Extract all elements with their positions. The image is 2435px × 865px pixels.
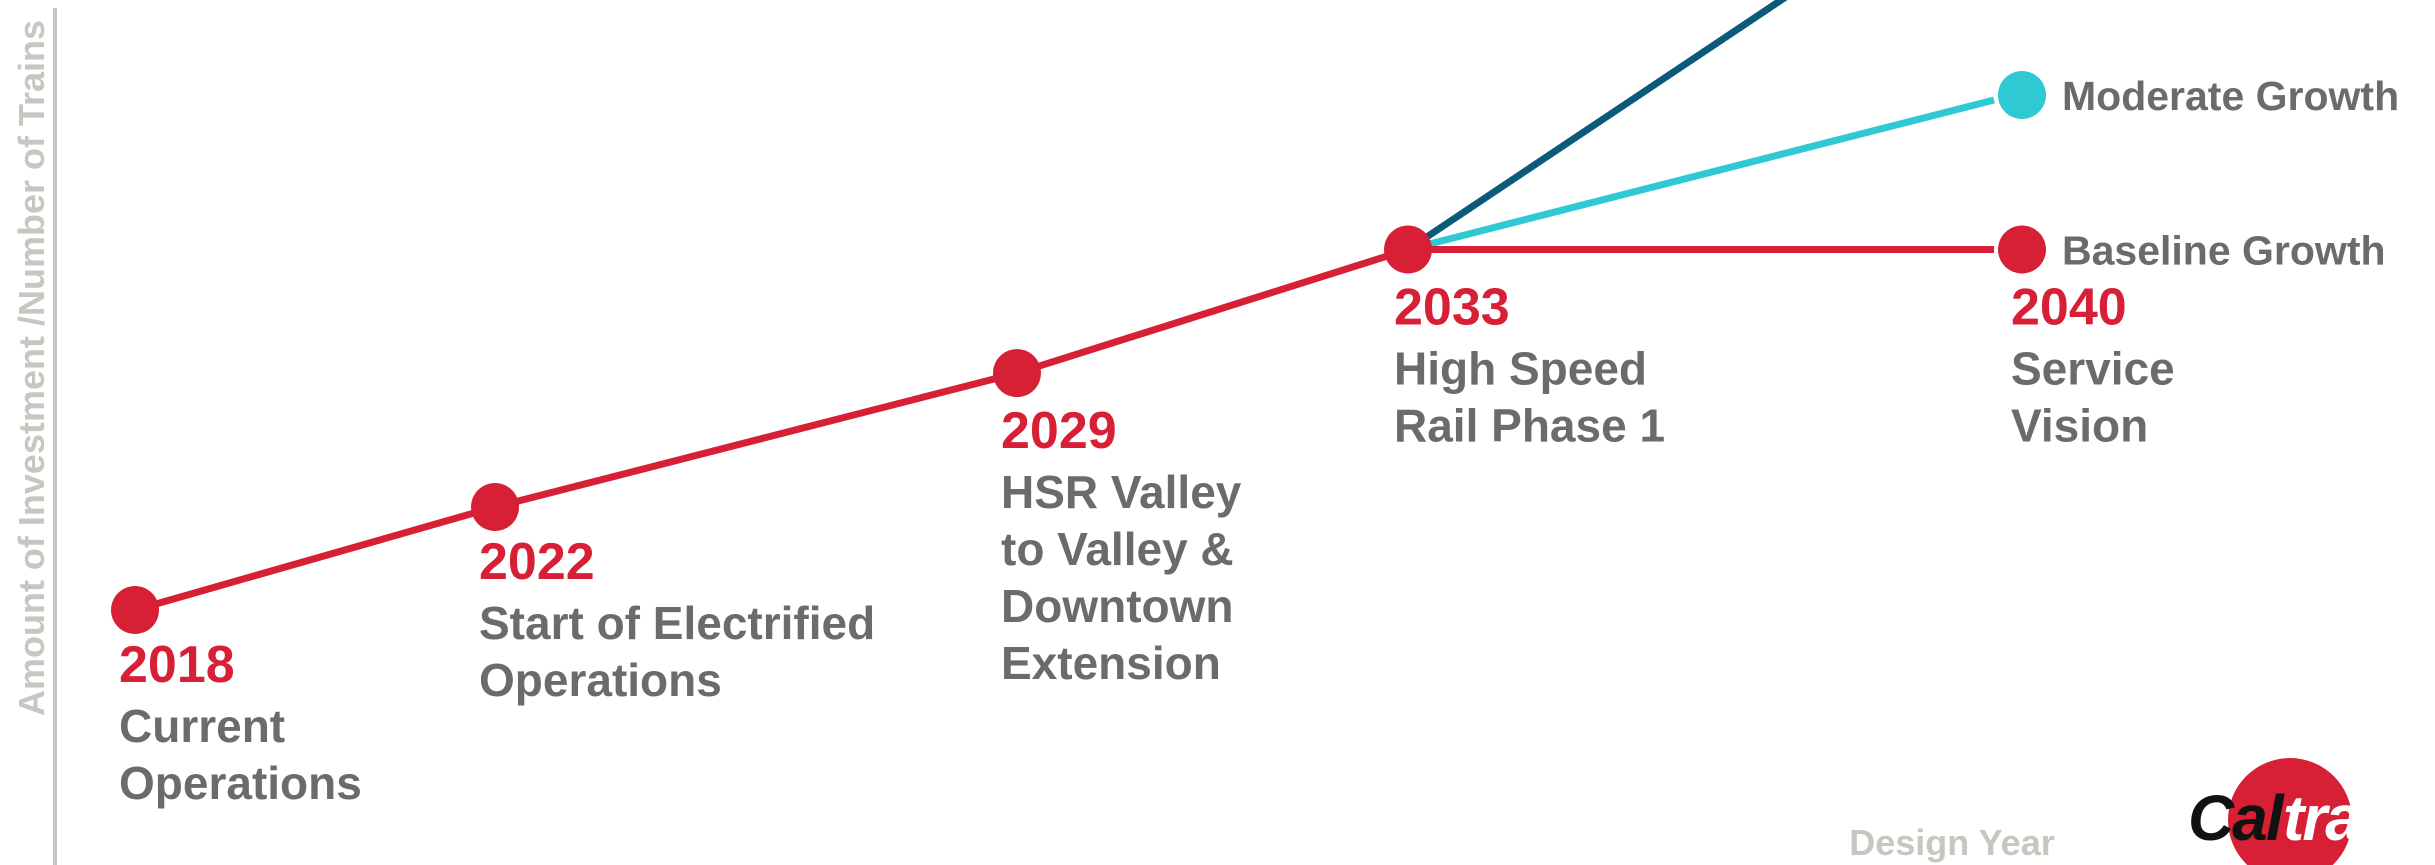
series-line-high bbox=[1406, 0, 1788, 253]
caltrain-logo: Cal train bbox=[2188, 758, 2414, 865]
point-2022 bbox=[471, 483, 519, 531]
milestone-desc-2018: Operations bbox=[119, 757, 362, 809]
point-2040 bbox=[1998, 225, 2046, 274]
milestone-desc-2029: to Valley & bbox=[1001, 523, 1234, 575]
scenario-label-baseline: Baseline Growth bbox=[2062, 228, 2386, 274]
milestone-year-2040: 2040 bbox=[2011, 279, 2127, 337]
milestone-desc-2033: High Speed bbox=[1394, 343, 1647, 395]
series-points bbox=[111, 71, 2046, 634]
logo-text-light: train bbox=[2283, 782, 2412, 854]
segment-2018-2022 bbox=[134, 503, 496, 614]
milestone-desc-2018: Current bbox=[119, 700, 285, 752]
milestone-desc-2029: Downtown bbox=[1001, 580, 1234, 632]
point-end-moderate bbox=[1998, 71, 2046, 119]
milestone-year-2033: 2033 bbox=[1394, 279, 1510, 337]
scenario-label-moderate: Moderate Growth bbox=[2062, 73, 2399, 119]
series-line-moderate bbox=[1407, 96, 1995, 253]
logo-circle bbox=[2228, 758, 2352, 865]
point-2033 bbox=[1384, 225, 1432, 274]
milestone-desc-2040: Vision bbox=[2011, 400, 2148, 452]
milestone-year-2029: 2029 bbox=[1001, 402, 1117, 460]
segment-2022-2029 bbox=[494, 369, 1018, 511]
logo-text-dark: Cal bbox=[2188, 782, 2285, 854]
milestone-desc-2033: Rail Phase 1 bbox=[1394, 400, 1665, 452]
milestone-desc-2022: Operations bbox=[479, 654, 722, 706]
milestone-year-2022: 2022 bbox=[479, 533, 595, 591]
series-lines bbox=[134, 0, 1995, 614]
x-axis-title: Design Year bbox=[1849, 822, 2054, 863]
milestone-desc-2022: Start of Electrified bbox=[479, 597, 875, 649]
milestone-desc-2040: Service bbox=[2011, 343, 2175, 395]
point-2018 bbox=[111, 586, 159, 634]
milestone-year-2018: 2018 bbox=[119, 636, 235, 694]
milestone-desc-2029: HSR Valley bbox=[1001, 466, 1242, 518]
milestone-desc-2029: Extension bbox=[1001, 637, 1221, 689]
point-2029 bbox=[993, 349, 1041, 398]
y-axis-title: Amount of Investment /Number of Trains bbox=[11, 20, 52, 716]
segment-2029-2033 bbox=[1015, 246, 1410, 377]
